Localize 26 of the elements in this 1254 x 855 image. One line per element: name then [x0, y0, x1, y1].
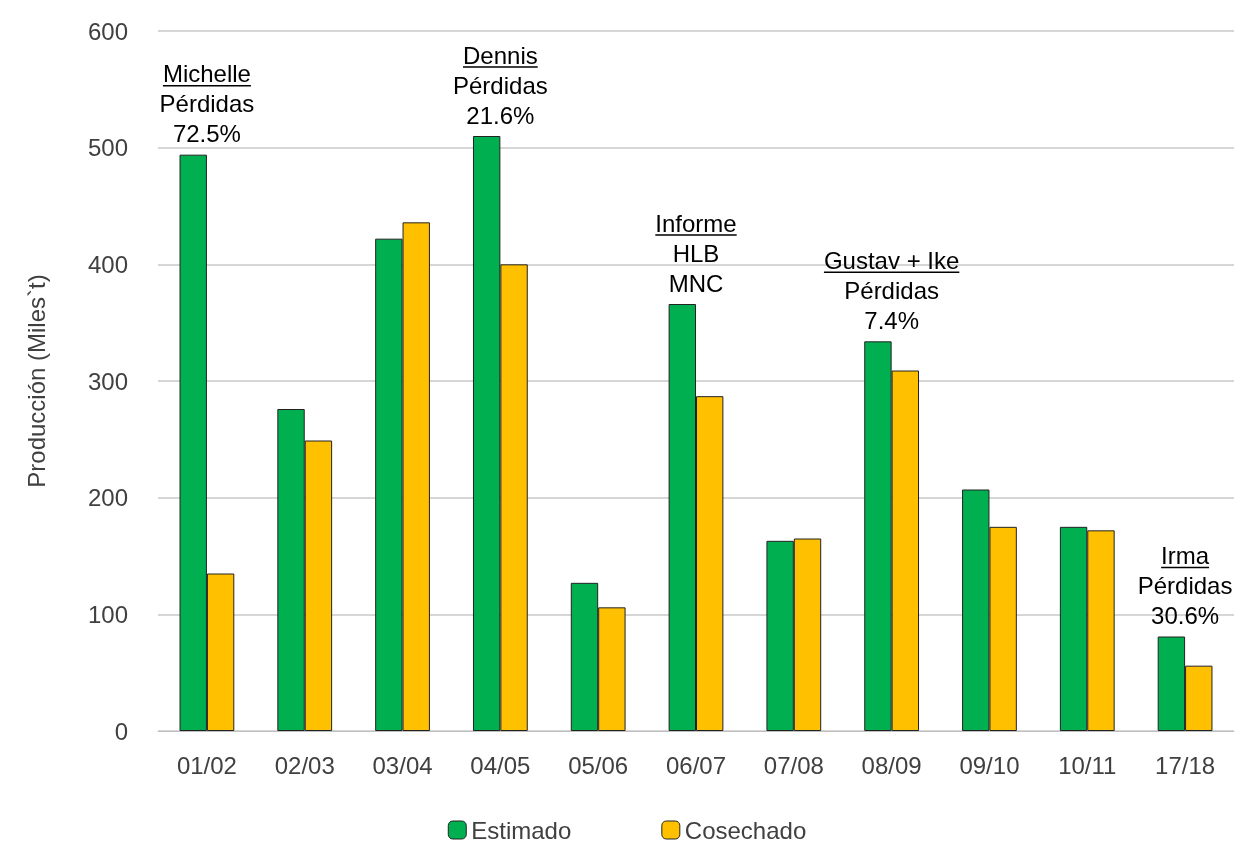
y-tick-label: 100	[87, 600, 128, 628]
annotation: Informe HLB MNC	[655, 209, 737, 297]
x-tick-label: 09/10	[959, 751, 1020, 779]
y-tick-label: 600	[87, 17, 128, 45]
x-tick-label: 17/18	[1155, 751, 1216, 779]
x-tick-label: 10/11	[1058, 751, 1117, 779]
x-tick-label: 01/02	[176, 751, 237, 779]
y-tick-label: 300	[87, 367, 128, 395]
x-tick-label: 07/08	[763, 751, 824, 779]
legend-label: Estimado	[471, 816, 572, 844]
x-tick-label: 03/04	[372, 751, 433, 779]
y-axis-title: Producción (Miles`t)	[22, 274, 50, 488]
y-tick-label: 400	[87, 250, 128, 278]
y-tick-label: 500	[87, 134, 128, 162]
x-tick-label: 08/09	[861, 751, 922, 779]
x-tick-label: 05/06	[568, 751, 629, 779]
x-tick-label: 02/03	[274, 751, 335, 779]
y-tick-label: 0	[114, 717, 128, 745]
annotation: Michelle Pérdidas 72.5%	[159, 60, 255, 148]
y-tick-label: 200	[87, 484, 128, 512]
x-tick-label: 06/07	[665, 751, 727, 779]
annotation: Dennis Pérdidas 21.6%	[453, 41, 548, 129]
x-tick-label: 04/05	[470, 751, 531, 779]
annotation: Irma Pérdidas 30.6%	[1137, 542, 1233, 629]
legend-label: Cosechado	[684, 816, 807, 844]
annotation: Gustav + Ike Pérdidas 7.4%	[823, 246, 960, 334]
